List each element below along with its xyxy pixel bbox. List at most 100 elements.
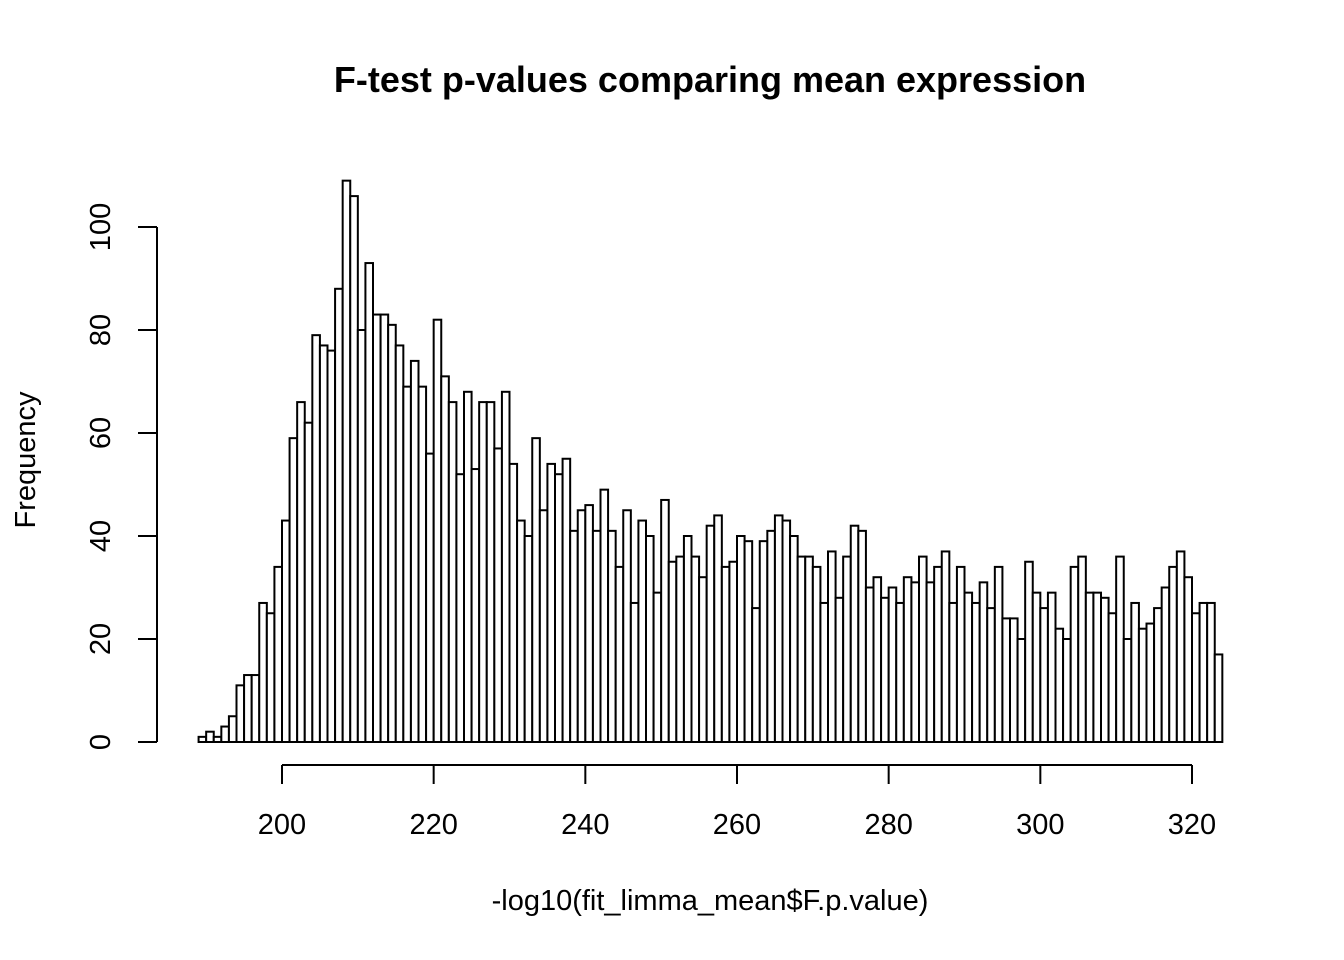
histogram-bar — [607, 529, 617, 743]
histogram-bar — [902, 576, 913, 744]
histogram-bar — [1115, 555, 1125, 743]
chart-title: F-test p-values comparing mean expressio… — [334, 59, 1086, 100]
histogram-bar — [326, 349, 337, 743]
histogram-bar — [842, 555, 852, 743]
histogram-bar — [1077, 555, 1087, 743]
histogram-bar — [1084, 591, 1095, 744]
histogram-bar — [819, 601, 830, 744]
histogram-bar — [1168, 565, 1178, 744]
histogram-bar — [273, 565, 283, 744]
histogram-bar — [720, 565, 731, 744]
histogram-bar — [1069, 565, 1080, 744]
histogram-bar — [493, 447, 503, 743]
histogram-bar — [1137, 627, 1148, 744]
histogram-bar — [281, 519, 291, 743]
y-tick-label: 100 — [85, 203, 117, 251]
histogram-bar — [455, 473, 465, 743]
histogram-bar — [682, 535, 693, 743]
histogram-bar — [910, 581, 921, 743]
histogram-bar — [440, 375, 450, 743]
histogram-bar — [1046, 591, 1057, 744]
histogram-bar — [372, 313, 382, 743]
histogram-bar — [387, 323, 397, 743]
histogram-bar — [470, 468, 481, 743]
histogram-bar — [629, 601, 640, 744]
histogram-bar — [432, 318, 443, 743]
histogram-bar — [425, 452, 435, 743]
histogram-bar — [394, 344, 405, 743]
histogram-bar — [773, 514, 784, 744]
y-axis-label: Frequency — [10, 391, 42, 529]
histogram-bar — [500, 390, 511, 743]
histogram-bar — [766, 529, 776, 743]
histogram-bar — [963, 591, 974, 744]
y-tick-label: 40 — [85, 520, 117, 552]
histogram-bar — [591, 529, 602, 743]
histogram-bar — [705, 524, 716, 744]
histogram-bar — [417, 385, 428, 743]
histogram-bar — [993, 565, 1004, 744]
histogram-bar — [834, 596, 845, 743]
histogram-bar — [811, 565, 822, 744]
histogram-bar — [948, 601, 958, 744]
histogram-bar — [1024, 560, 1034, 743]
histogram-bar — [478, 401, 488, 743]
histogram-bar — [243, 674, 253, 743]
histogram-bar — [1062, 638, 1072, 743]
histogram-bar — [1213, 653, 1224, 744]
histogram-bar — [827, 550, 837, 744]
histogram-bar — [584, 504, 594, 743]
histogram-bar — [880, 596, 890, 743]
histogram-bar — [599, 488, 610, 743]
y-tick-label: 20 — [85, 623, 117, 655]
histogram-bar — [652, 591, 663, 744]
histogram-bar — [1153, 607, 1163, 743]
histogram-bar — [220, 725, 230, 743]
histogram-bar — [235, 684, 246, 743]
histogram-bar — [463, 390, 473, 743]
histogram-bar — [645, 535, 655, 743]
histogram-bar — [986, 607, 996, 743]
histogram-bar — [569, 529, 579, 743]
histogram-bar — [334, 287, 344, 743]
histogram-bar — [1016, 638, 1027, 743]
histogram-bar — [887, 586, 898, 743]
histogram-bar — [197, 735, 208, 743]
histogram-bar — [933, 565, 943, 744]
histogram-bar — [402, 385, 412, 743]
x-tick-label: 240 — [561, 809, 609, 841]
histogram-bar — [1160, 586, 1171, 743]
histogram-bar — [1183, 576, 1193, 744]
histogram-bar — [1122, 638, 1133, 743]
histogram-bar — [857, 529, 867, 743]
histogram-bar — [971, 601, 981, 744]
x-tick-label: 200 — [258, 809, 306, 841]
histogram-bar — [1206, 601, 1216, 744]
histogram-bar — [713, 514, 723, 744]
histogram-bar — [743, 540, 754, 744]
histogram-bar — [1100, 596, 1110, 743]
histogram-bar — [576, 509, 587, 743]
x-tick-label: 280 — [864, 809, 912, 841]
histogram-bar — [212, 735, 223, 743]
histogram-bar — [227, 715, 238, 743]
histogram-bar — [751, 607, 761, 743]
histogram-bar — [1191, 612, 1201, 743]
histogram-bar — [1092, 591, 1102, 744]
y-tick-label: 0 — [85, 734, 117, 750]
histogram-bar — [667, 560, 678, 743]
histogram-bar — [258, 601, 268, 744]
bars-group — [197, 179, 1224, 744]
histogram-bar — [1107, 612, 1118, 743]
histogram-bar — [561, 457, 572, 743]
histogram-bar — [918, 555, 928, 743]
histogram-bar — [660, 498, 670, 744]
histogram-bar — [409, 359, 420, 743]
histogram-bar — [955, 565, 966, 744]
histogram-bar — [250, 674, 261, 743]
histogram-bar — [318, 344, 329, 743]
histogram-bar — [364, 262, 374, 743]
histogram-bar — [789, 535, 799, 743]
histogram-bar — [516, 519, 526, 743]
